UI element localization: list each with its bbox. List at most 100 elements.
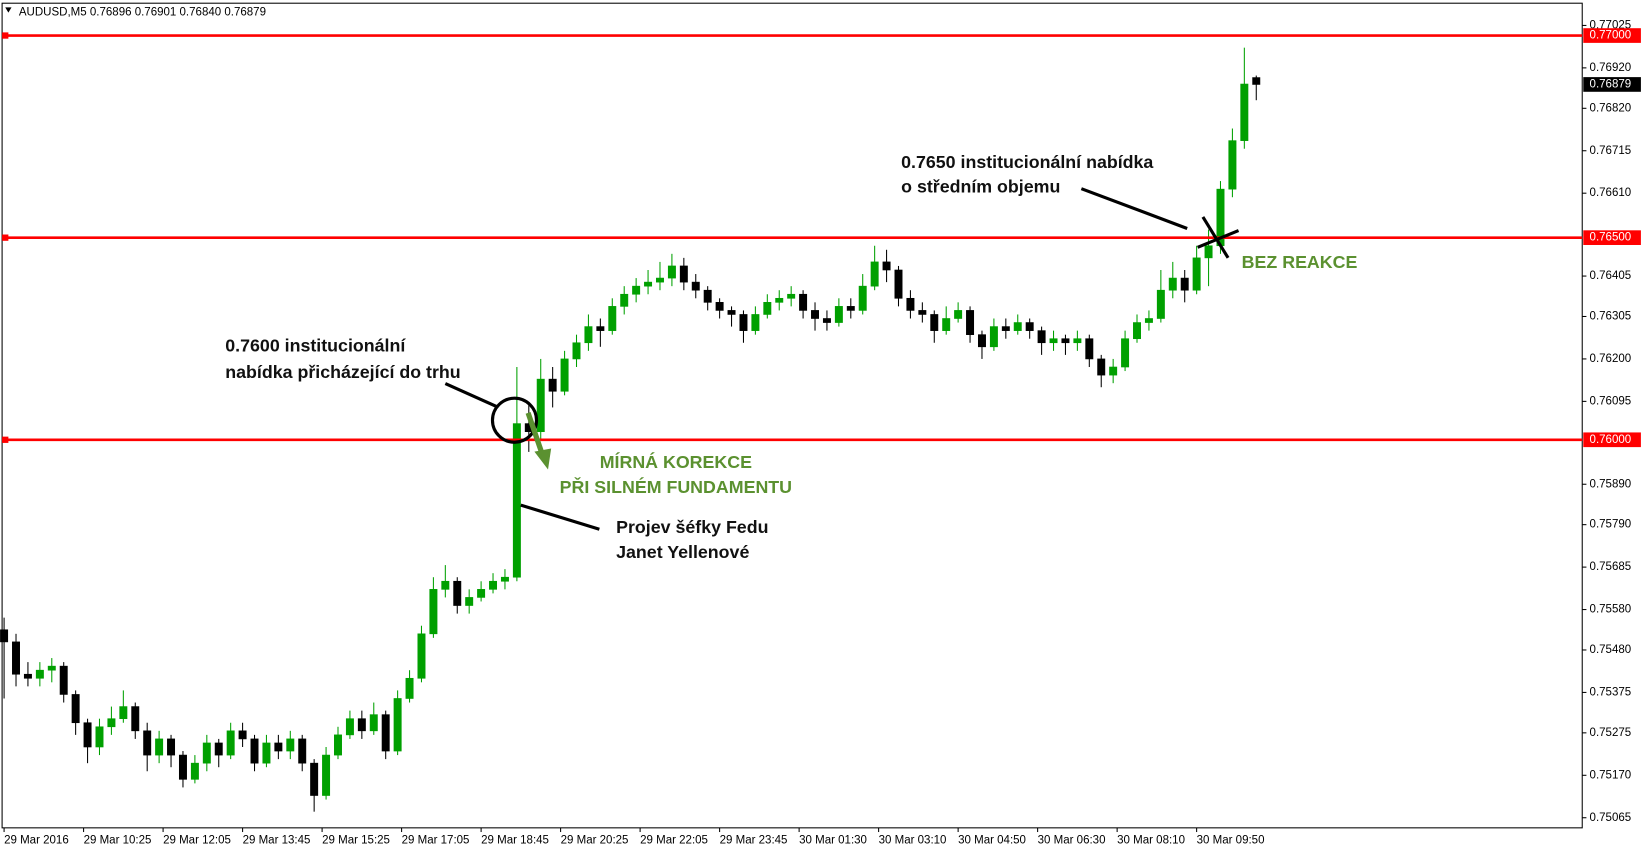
candle-body <box>715 302 724 311</box>
candle-body <box>942 318 951 331</box>
candle-body <box>238 730 247 740</box>
candle-body <box>47 665 56 671</box>
x-tick-label: 30 Mar 04:50 <box>958 834 1026 846</box>
candle-body <box>1180 277 1189 291</box>
y-tick-label: 0.75580 <box>1590 604 1632 616</box>
last-price-box <box>1583 77 1641 92</box>
candle-body <box>632 285 641 295</box>
x-tick-label: 29 Mar 10:25 <box>84 834 152 846</box>
level-anchor <box>2 436 9 443</box>
candle-body <box>1001 326 1010 331</box>
candle-body <box>620 293 629 307</box>
x-tick-label: 30 Mar 01:30 <box>799 834 867 846</box>
candle-body <box>250 738 259 764</box>
annotation: PŘI SILNÉM FUNDAMENTU <box>560 476 792 497</box>
x-tick-label: 29 Mar 22:05 <box>640 834 708 846</box>
candle-body <box>1144 318 1153 323</box>
candle-body <box>1228 140 1237 190</box>
pointer-line <box>444 382 498 409</box>
candle-body <box>178 754 187 780</box>
candle-body <box>1121 338 1130 368</box>
candle-body <box>1109 366 1118 376</box>
x-tick-label: 30 Mar 08:10 <box>1117 834 1185 846</box>
arrow-head <box>534 448 552 470</box>
y-tick-label: 0.75065 <box>1590 812 1632 824</box>
candle-body <box>954 310 963 319</box>
candle-body <box>441 580 450 590</box>
candle-body <box>345 718 354 736</box>
candle-body <box>1133 322 1141 340</box>
y-tick-label: 0.76715 <box>1590 145 1632 157</box>
pointer-line <box>1080 187 1188 230</box>
annotation: o středním objemu <box>901 176 1060 196</box>
candle-body <box>930 314 939 331</box>
candle-body <box>1073 338 1082 344</box>
y-tick-label: 0.76200 <box>1590 353 1632 365</box>
candle-body <box>286 738 295 752</box>
y-tick-label: 0.76405 <box>1590 270 1632 282</box>
candle-body <box>190 762 199 780</box>
candle-body <box>584 326 593 344</box>
highlight-circle <box>490 396 539 444</box>
level-anchor <box>2 32 9 39</box>
level-label-box <box>1583 230 1641 245</box>
y-tick-label: 0.75890 <box>1590 478 1632 490</box>
y-tick-label: 0.76920 <box>1590 62 1632 74</box>
candle-body <box>691 281 700 291</box>
candle-body <box>1097 358 1106 376</box>
x-tick-label: 29 Mar 23:45 <box>720 834 788 846</box>
candle-body <box>656 277 664 283</box>
y-tick-label: 0.75480 <box>1590 644 1632 656</box>
x-tick-label: 29 Mar 12:05 <box>163 834 231 846</box>
candle-body <box>83 722 92 748</box>
candle-body <box>1025 322 1034 331</box>
annotation: Janet Yellenové <box>616 542 749 562</box>
level-label-box <box>1583 432 1641 448</box>
candle-body <box>739 314 748 331</box>
y-tick-label: 0.76610 <box>1590 187 1632 199</box>
candle-body <box>59 665 68 695</box>
candle-body <box>751 314 760 331</box>
candle-body <box>1049 338 1058 344</box>
candle-body <box>381 714 390 752</box>
level-label-box <box>1583 28 1641 43</box>
level-label: 0.76000 <box>1590 434 1632 446</box>
candle-body <box>763 302 772 315</box>
candle-body <box>1168 277 1177 291</box>
candle-body <box>846 306 855 311</box>
candle-body <box>131 706 140 732</box>
candle-body <box>608 306 617 331</box>
candle-body <box>357 718 366 732</box>
candle-body <box>477 589 486 598</box>
x-tick-label: 29 Mar 18:45 <box>481 834 549 846</box>
x-tick-label: 30 Mar 06:30 <box>1038 834 1106 846</box>
candle-body <box>12 641 20 675</box>
candle-body <box>1061 338 1070 344</box>
level-label: 0.76500 <box>1590 232 1632 244</box>
annotation: Projev šéfky Fedu <box>616 517 768 537</box>
candle-body <box>870 261 879 287</box>
candle-body <box>369 714 378 732</box>
candle-body <box>0 629 9 643</box>
candle-body <box>119 706 128 720</box>
y-tick-label: 0.75790 <box>1590 519 1632 531</box>
candle-body <box>560 358 569 392</box>
candle-body <box>489 580 498 590</box>
candle-body <box>95 726 104 748</box>
candle-body <box>512 423 521 578</box>
candle-body <box>1240 83 1249 141</box>
candle-body <box>35 669 44 679</box>
cross-mark <box>1201 216 1230 259</box>
candle-body <box>834 306 843 323</box>
y-tick-label: 0.75375 <box>1590 686 1632 698</box>
candle-body <box>429 589 438 635</box>
x-tick-label: 29 Mar 15:25 <box>322 834 390 846</box>
candle-body <box>465 597 474 606</box>
candle-body <box>1252 77 1261 85</box>
chart-title: AUDUSD,M5 0.76896 0.76901 0.76840 0.7687… <box>19 7 266 19</box>
candle-body <box>202 742 211 764</box>
menu-arrow[interactable] <box>5 7 12 13</box>
candle-body <box>226 730 235 756</box>
x-tick-label: 30 Mar 03:10 <box>879 834 947 846</box>
x-tick-label: 29 Mar 13:45 <box>243 834 311 846</box>
